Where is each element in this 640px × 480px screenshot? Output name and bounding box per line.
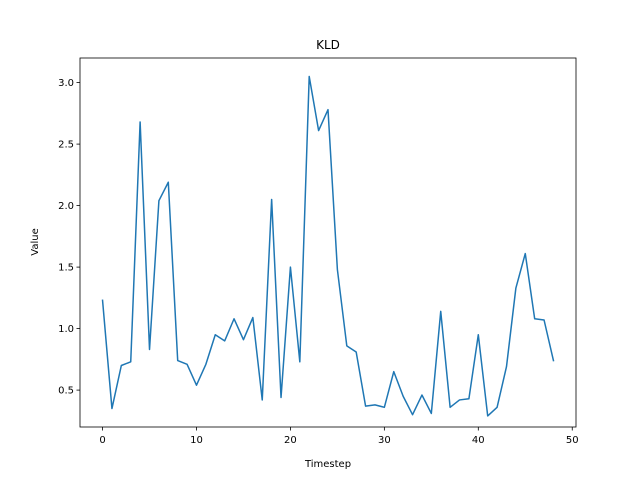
- x-tick-label: 40: [472, 435, 485, 446]
- axes-frame: [79, 57, 577, 428]
- x-axis-label: Timestep: [304, 459, 351, 470]
- y-tick-label: 1.0: [58, 324, 74, 335]
- chart-title: KLD: [316, 38, 340, 52]
- y-axis-label: Value: [30, 228, 41, 255]
- x-tick-label: 20: [284, 435, 297, 446]
- y-tick-label: 3.0: [58, 78, 74, 89]
- x-tick-label: 10: [190, 435, 203, 446]
- y-tick-label: 2.0: [58, 201, 74, 212]
- x-tick-label: 50: [566, 435, 579, 446]
- y-tick-label: 0.5: [58, 386, 74, 397]
- x-tick-label: 30: [378, 435, 391, 446]
- y-tick-label: 1.5: [58, 263, 74, 274]
- series-line-0: [101, 75, 555, 417]
- plot-area: 0 10 20 30 40 50 0.5 1.0 1.5 2.0 2.5 3.0: [58, 57, 579, 446]
- x-tick-label: 0: [99, 435, 105, 446]
- y-tick-label: 2.5: [58, 140, 74, 151]
